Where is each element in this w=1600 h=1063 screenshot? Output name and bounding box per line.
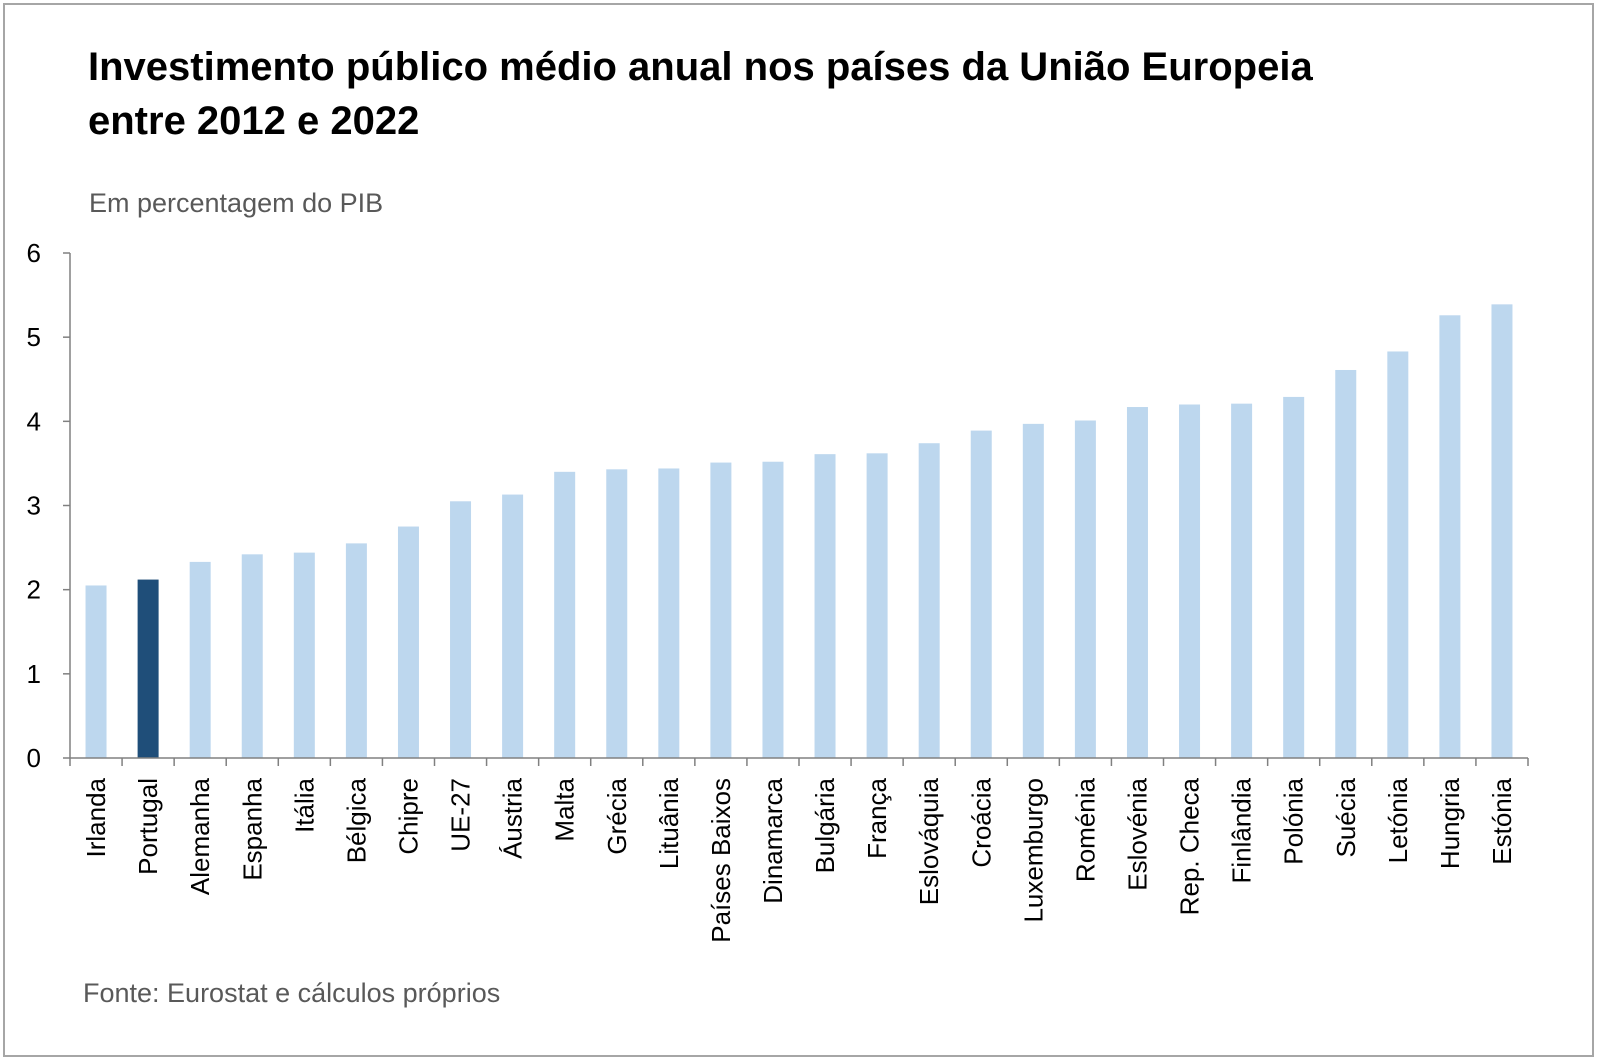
bar-áustria bbox=[502, 494, 524, 758]
bar-roménia bbox=[1074, 420, 1096, 758]
chart-title: Investimento público médio anual nos paí… bbox=[88, 45, 1313, 143]
x-category-label: Eslovénia bbox=[1122, 777, 1152, 890]
bar-malta bbox=[554, 471, 576, 758]
x-category-label: Alemanha bbox=[185, 777, 215, 895]
x-category-label: Dinamarca bbox=[758, 777, 788, 903]
x-category-label: Espanha bbox=[237, 777, 267, 880]
bar-bulgária bbox=[814, 454, 836, 758]
bar-frança bbox=[866, 453, 888, 758]
bar-finlândia bbox=[1231, 403, 1253, 758]
x-category-label: Suécia bbox=[1331, 777, 1361, 857]
bar-luxemburgo bbox=[1022, 423, 1044, 758]
y-tick-label: 2 bbox=[27, 575, 41, 605]
bar-itália bbox=[293, 552, 315, 758]
bar-letónia bbox=[1387, 351, 1409, 758]
bar-estónia bbox=[1491, 304, 1513, 758]
bars bbox=[85, 304, 1513, 758]
x-category-label: UE-27 bbox=[446, 778, 476, 852]
y-tick-label: 1 bbox=[27, 659, 41, 689]
bar-portugal bbox=[137, 579, 159, 758]
bar-hungria bbox=[1439, 315, 1461, 758]
bar-chipre bbox=[397, 526, 419, 758]
bar-espanha bbox=[241, 554, 263, 758]
x-category-label: Luxemburgo bbox=[1018, 778, 1048, 923]
bar-grécia bbox=[606, 469, 628, 758]
bar-alemanha bbox=[189, 561, 211, 758]
y-tick-label: 6 bbox=[27, 238, 41, 268]
y-axis-ticks: 0 1 2 3 4 5 6 bbox=[27, 238, 70, 773]
x-category-label: Portugal bbox=[133, 778, 163, 875]
x-category-label: Polónia bbox=[1279, 777, 1309, 864]
x-category-label: Bulgária bbox=[810, 777, 840, 873]
axes bbox=[69, 253, 1529, 766]
bar-bélgica bbox=[345, 543, 367, 758]
x-category-label: Irlanda bbox=[81, 777, 111, 857]
x-category-label: Rep. Checa bbox=[1175, 777, 1205, 915]
x-category-label: Hungria bbox=[1435, 777, 1465, 869]
x-category-label: Finlândia bbox=[1227, 777, 1257, 883]
bar-eslováquia bbox=[918, 443, 940, 758]
x-category-label: Croácia bbox=[966, 777, 996, 867]
source-note: Fonte: Eurostat e cálculos próprios bbox=[83, 978, 501, 1008]
x-category-label: Grécia bbox=[602, 777, 632, 854]
bar-suécia bbox=[1335, 369, 1357, 758]
x-category-label: Países Baixos bbox=[706, 778, 736, 943]
x-category-label: Bélgica bbox=[341, 777, 371, 863]
bar-eslovénia bbox=[1126, 407, 1148, 758]
x-category-label: Chipre bbox=[393, 778, 423, 855]
x-category-label: Letónia bbox=[1383, 777, 1413, 863]
x-category-label: Eslováquia bbox=[914, 777, 944, 905]
x-category-label: Lituânia bbox=[654, 777, 684, 869]
y-tick-label: 0 bbox=[27, 743, 41, 773]
bar-países-baixos bbox=[710, 462, 732, 758]
bar-ue-27 bbox=[450, 501, 472, 758]
bar-croácia bbox=[970, 430, 992, 758]
chart-frame bbox=[3, 3, 1594, 1057]
x-category-label: França bbox=[862, 777, 892, 858]
y-tick-label: 5 bbox=[27, 322, 41, 352]
bar-rep-checa bbox=[1179, 404, 1201, 758]
y-tick-label: 4 bbox=[27, 406, 41, 436]
x-category-label: Itália bbox=[289, 777, 319, 832]
x-category-label: Áustria bbox=[498, 777, 528, 858]
y-tick-label: 3 bbox=[27, 491, 41, 521]
bar-lituânia bbox=[658, 468, 680, 758]
bar-polónia bbox=[1283, 396, 1305, 758]
x-category-label: Estónia bbox=[1487, 777, 1517, 864]
bar-dinamarca bbox=[762, 461, 784, 758]
x-axis-labels: Irlanda Portugal Alemanha Espanha Itália Bélg… bbox=[81, 777, 1517, 942]
x-category-label: Malta bbox=[550, 777, 580, 841]
chart-subtitle: Em percentagem do PIB bbox=[89, 188, 384, 218]
x-category-label: Roménia bbox=[1070, 777, 1100, 882]
bar-irlanda bbox=[85, 585, 107, 758]
